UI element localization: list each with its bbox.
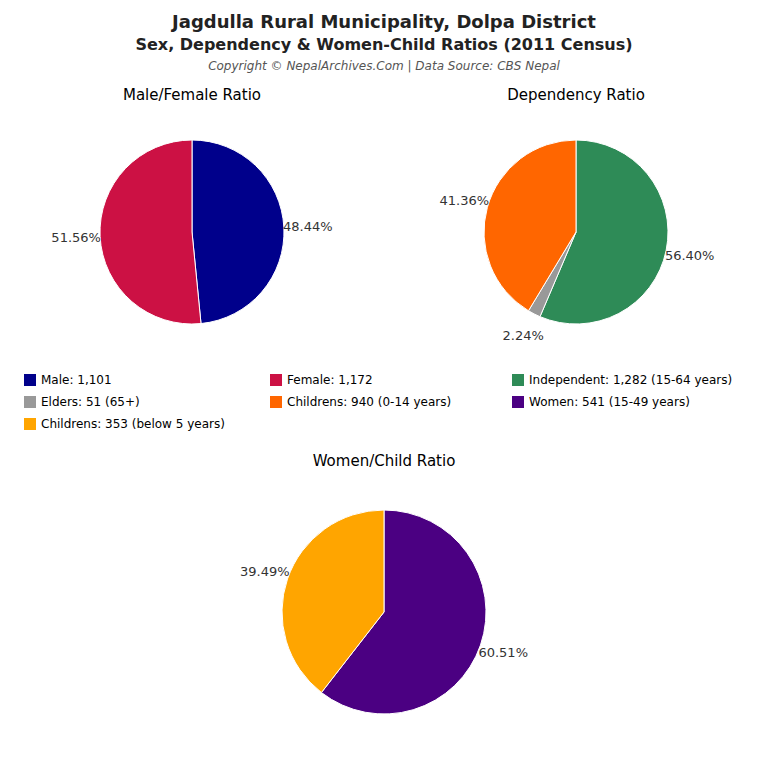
legend-label: Independent: 1,282 (15-64 years) <box>529 373 732 387</box>
data-label: 48.44% <box>283 219 333 234</box>
pie-title: Male/Female Ratio <box>123 86 261 104</box>
legend-item: Women: 541 (15-49 years) <box>512 395 690 409</box>
legend-swatch <box>512 396 524 408</box>
data-labels: 56.40% 2.24% 41.36% <box>439 193 714 342</box>
legend-swatch <box>24 418 36 430</box>
data-label: 56.40% <box>665 248 715 263</box>
data-label: 2.24% <box>503 328 544 343</box>
data-label: 51.56% <box>51 230 101 245</box>
legend-swatch <box>24 374 36 386</box>
data-labels: 60.51% 39.49% <box>240 564 528 661</box>
legend-item: Childrens: 940 (0-14 years) <box>270 395 451 409</box>
legend-swatch <box>24 396 36 408</box>
data-label: 60.51% <box>478 645 528 660</box>
slices <box>484 140 668 324</box>
legend-swatch <box>512 374 524 386</box>
pie-title: Dependency Ratio <box>507 86 645 104</box>
legend-item: Female: 1,172 <box>270 373 373 387</box>
legend-item: Childrens: 353 (below 5 years) <box>24 417 225 431</box>
pie-title: Women/Child Ratio <box>313 452 456 470</box>
annotation: Copyright © NepalArchives.Com | Data Sou… <box>208 59 560 73</box>
legend-label: Female: 1,172 <box>287 373 373 387</box>
data-label: 39.49% <box>240 564 290 579</box>
data-label: 41.36% <box>439 193 489 208</box>
pie-slice <box>282 510 384 693</box>
legend-item: Elders: 51 (65+) <box>24 395 140 409</box>
legend-label: Women: 541 (15-49 years) <box>529 395 690 409</box>
pie-chart: 60.51% 39.49% <box>240 510 528 714</box>
legend-label: Childrens: 353 (below 5 years) <box>41 417 225 431</box>
legend-label: Male: 1,101 <box>41 373 112 387</box>
legend: Male: 1,101 Female: 1,172 Independent: 1,2… <box>24 373 732 431</box>
pie-slice <box>100 140 201 324</box>
chart: Jagdulla Rural Municipality, Dolpa Distr… <box>0 0 768 768</box>
slices <box>282 510 486 714</box>
legend-label: Childrens: 940 (0-14 years) <box>287 395 451 409</box>
slices <box>100 140 284 324</box>
legend-item: Male: 1,101 <box>24 373 112 387</box>
legend-swatch <box>270 396 282 408</box>
pie-chart: 48.44% 51.56% <box>51 140 332 324</box>
pie-slice <box>192 140 284 324</box>
data-labels: 48.44% 51.56% <box>51 219 332 245</box>
pie-chart: 56.40% 2.24% 41.36% <box>439 140 714 343</box>
legend-label: Elders: 51 (65+) <box>41 395 140 409</box>
legend-swatch <box>270 374 282 386</box>
title: Jagdulla Rural Municipality, Dolpa Distr… <box>170 11 596 32</box>
subtitle: Sex, Dependency & Women-Child Ratios (20… <box>135 35 632 54</box>
legend-item: Independent: 1,282 (15-64 years) <box>512 373 732 387</box>
pie-slice <box>484 140 576 311</box>
